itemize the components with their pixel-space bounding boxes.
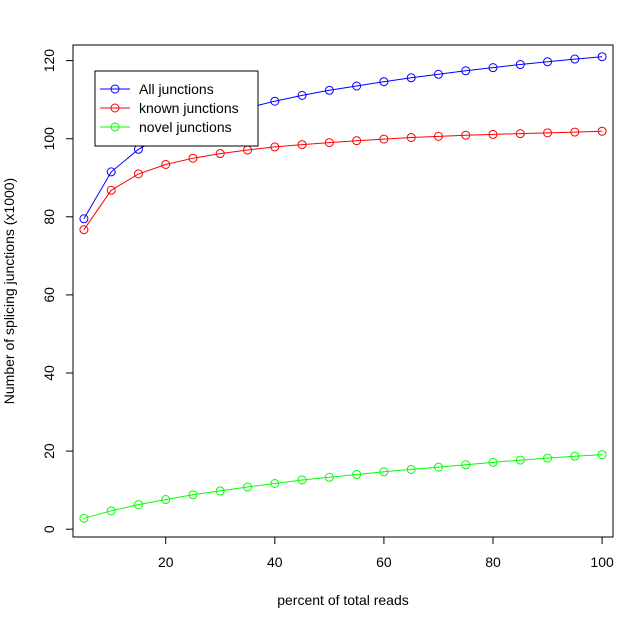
data-point (79, 225, 89, 235)
data-point (461, 130, 471, 140)
y-tick-label: 20 (41, 443, 57, 459)
legend-label: All junctions (139, 81, 214, 97)
data-point (270, 479, 280, 489)
data-point (433, 131, 443, 141)
data-point (324, 85, 334, 95)
data-point (188, 490, 198, 500)
data-point (297, 140, 307, 150)
x-tick-label: 100 (590, 554, 614, 570)
data-point (270, 142, 280, 152)
data-point (215, 149, 225, 159)
data-point (161, 495, 171, 505)
data-point (324, 472, 334, 482)
data-point (352, 136, 362, 146)
data-point (570, 54, 580, 64)
data-point (106, 185, 116, 195)
legend-swatch-point (110, 122, 120, 132)
legend-label: novel junctions (139, 119, 232, 135)
data-point (543, 57, 553, 67)
data-point (597, 450, 607, 460)
legend: All junctions known junctions novel juncti… (94, 70, 259, 147)
data-point (597, 126, 607, 136)
data-point (543, 453, 553, 463)
legend-label: known junctions (139, 100, 239, 116)
data-point (461, 66, 471, 76)
data-point (543, 128, 553, 138)
data-point (488, 129, 498, 139)
data-point (297, 475, 307, 485)
x-tick-label: 80 (485, 554, 501, 570)
data-point (597, 52, 607, 62)
series-line (83, 454, 603, 519)
data-point (515, 129, 525, 139)
data-point (352, 470, 362, 480)
data-point (188, 153, 198, 163)
legend-swatch-point (110, 84, 120, 94)
data-point (161, 159, 171, 169)
x-axis-title: percent of total reads (277, 592, 409, 608)
y-tick-label: 60 (41, 287, 57, 303)
series-2 (79, 126, 607, 235)
y-tick-label: 120 (41, 49, 57, 73)
data-point (297, 90, 307, 100)
y-tick-label: 100 (41, 127, 57, 151)
data-point (352, 81, 362, 91)
data-point (488, 457, 498, 467)
data-point (379, 77, 389, 87)
series-line (83, 130, 603, 230)
y-tick-label: 40 (41, 365, 57, 381)
data-point (406, 133, 416, 143)
data-point (515, 60, 525, 70)
data-point (570, 127, 580, 137)
x-tick-label: 20 (158, 554, 174, 570)
x-tick-label: 60 (376, 554, 392, 570)
data-point (433, 462, 443, 472)
data-point (215, 486, 225, 496)
data-point (133, 500, 143, 510)
y-tick-label: 80 (41, 209, 57, 225)
y-tick-label: 0 (41, 525, 57, 533)
data-point (79, 513, 89, 523)
legend-swatch-point (110, 103, 120, 113)
data-point (379, 467, 389, 477)
data-point (133, 169, 143, 179)
data-point (570, 451, 580, 461)
data-point (379, 134, 389, 144)
x-axis: 20 40 60 80 100 (158, 536, 614, 570)
x-tick-label: 40 (267, 554, 283, 570)
data-point (243, 482, 253, 492)
data-point (106, 167, 116, 177)
data-point (406, 464, 416, 474)
data-point (433, 69, 443, 79)
data-point (106, 506, 116, 516)
y-axis: 0 20 40 60 80 100 120 (41, 49, 74, 533)
data-point (461, 460, 471, 470)
data-point (79, 214, 89, 224)
series-3 (79, 450, 607, 523)
data-point (488, 63, 498, 73)
data-point (515, 455, 525, 465)
data-point (270, 96, 280, 106)
y-axis-title: Number of splicing junctions (x1000) (1, 178, 17, 404)
data-point (324, 138, 334, 148)
data-point (406, 73, 416, 83)
